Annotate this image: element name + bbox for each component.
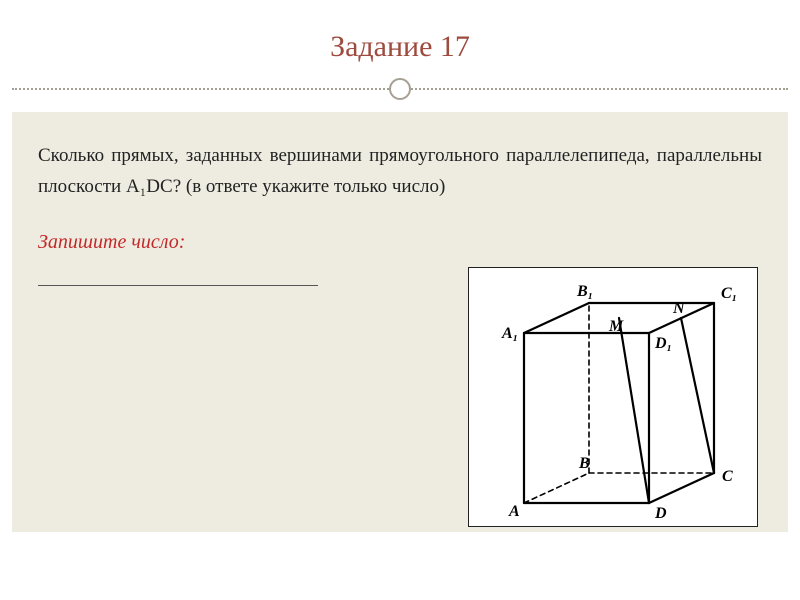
slide: Задание 17 Сколько прямых, заданных верш… bbox=[12, 12, 788, 588]
answer-prompt: Запишите число: bbox=[38, 231, 762, 254]
svg-text:A: A bbox=[508, 503, 520, 520]
svg-text:C: C bbox=[722, 468, 733, 485]
header: Задание 17 bbox=[12, 12, 788, 102]
geometry-figure: A B C D A₁ B₁ C₁ D₁ M N bbox=[468, 267, 758, 527]
svg-text:N: N bbox=[672, 300, 686, 317]
svg-text:M: M bbox=[608, 318, 624, 335]
parallelepiped-svg: A B C D A₁ B₁ C₁ D₁ M N bbox=[469, 268, 759, 528]
svg-text:B: B bbox=[578, 455, 590, 472]
divider-circle-icon bbox=[389, 78, 411, 100]
svg-text:C₁: C₁ bbox=[721, 285, 737, 302]
svg-text:D: D bbox=[654, 505, 667, 522]
slide-title: Задание 17 bbox=[12, 12, 788, 64]
answer-underline bbox=[38, 268, 318, 286]
svg-text:B₁: B₁ bbox=[576, 283, 593, 300]
content-panel: Сколько прямых, заданных вершинами прямо… bbox=[12, 112, 788, 532]
svg-text:D₁: D₁ bbox=[654, 335, 672, 352]
svg-text:A₁: A₁ bbox=[501, 325, 518, 342]
question-text: Сколько прямых, заданных вершинами прямо… bbox=[38, 140, 762, 203]
